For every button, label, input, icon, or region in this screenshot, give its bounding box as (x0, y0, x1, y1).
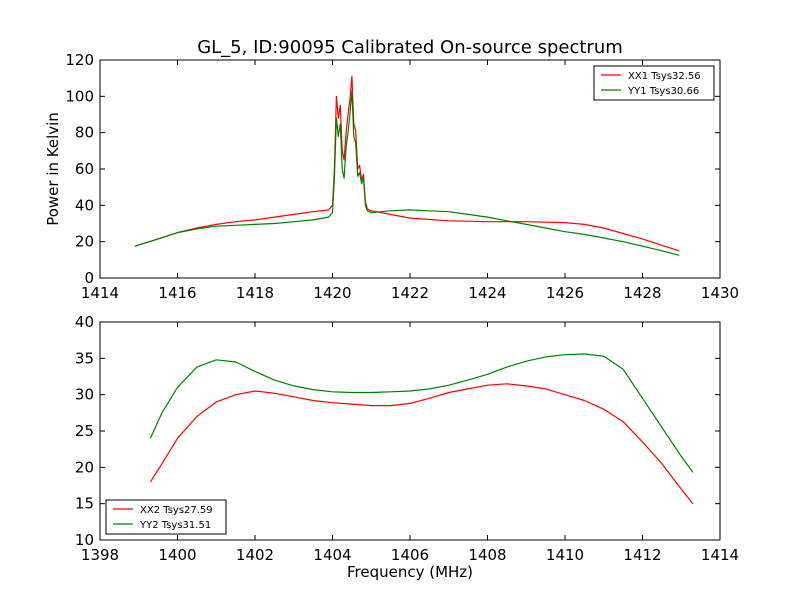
x-axis-label: Frequency (MHz) (347, 563, 473, 581)
y-tick-label: 30 (75, 386, 94, 404)
figure-title: GL_5, ID:90095 Calibrated On-source spec… (197, 37, 623, 58)
legend: XX2 Tsys27.59 YY2 Tsys31.51 (105, 499, 227, 535)
lower-spectrum-panel: 1398 1400 1402 1404 1406 1408 1410 1412 1414 10 15… (75, 313, 739, 581)
y-tick-label: 20 (75, 233, 94, 251)
series-line-2-2 (149, 353, 694, 473)
x-tick-label: 1422 (391, 284, 429, 302)
series-line-2-1 (149, 383, 694, 505)
y-tick-label: 120 (65, 51, 94, 69)
x-tick-label: 1398 (81, 546, 119, 564)
x-tick-label: 1408 (468, 546, 506, 564)
x-tick-label: 1426 (546, 284, 584, 302)
x-tick-label: 1430 (701, 284, 739, 302)
x-tick-label: 1418 (236, 284, 274, 302)
x-tick-label: 1412 (623, 546, 661, 564)
legend-label-1: XX1 Tsys32.56 (628, 71, 701, 82)
y-tick-label: 40 (75, 196, 94, 214)
x-tick-label: 1406 (391, 546, 429, 564)
legend-label-2: YY1 Tsys30.66 (627, 86, 699, 97)
y-tick-label: 20 (75, 458, 94, 476)
legend-box (105, 499, 227, 535)
x-tick-label: 1420 (313, 284, 351, 302)
y-tick-label: 100 (65, 87, 94, 105)
series-line-1-1 (134, 75, 680, 252)
x-tick-label: 1400 (158, 546, 196, 564)
y-tick-label: 25 (75, 422, 94, 440)
y-axis-label: Power in Kelvin (44, 112, 62, 226)
x-tick-label: 1402 (236, 546, 274, 564)
y-tick-label: 10 (75, 531, 94, 549)
y-tick-label: 60 (75, 160, 94, 178)
legend-box (593, 65, 715, 101)
x-tick-label: 1414 (701, 546, 739, 564)
legend: XX1 Tsys32.56 YY1 Tsys30.66 (593, 65, 715, 101)
x-tick-label: 1404 (313, 546, 351, 564)
legend-label-1: XX2 Tsys27.59 (140, 505, 213, 516)
y-tick-label: 35 (75, 349, 94, 367)
legend-label-2: YY2 Tsys31.51 (139, 520, 211, 531)
upper-spectrum-panel: 1414 1416 1418 1420 1422 1424 1426 1428 1430 0 20 4… (44, 51, 739, 302)
x-tick-label: 1428 (623, 284, 661, 302)
y-tick-label: 15 (75, 495, 94, 513)
x-tick-label: 1424 (468, 284, 506, 302)
y-tick-label: 40 (75, 313, 94, 331)
x-tick-label: 1410 (546, 546, 584, 564)
y-tick-label: 80 (75, 124, 94, 142)
x-tick-label: 1414 (81, 284, 119, 302)
series-line-1-2 (134, 90, 680, 256)
y-tick-label: 0 (84, 269, 94, 287)
x-tick-label: 1416 (158, 284, 196, 302)
